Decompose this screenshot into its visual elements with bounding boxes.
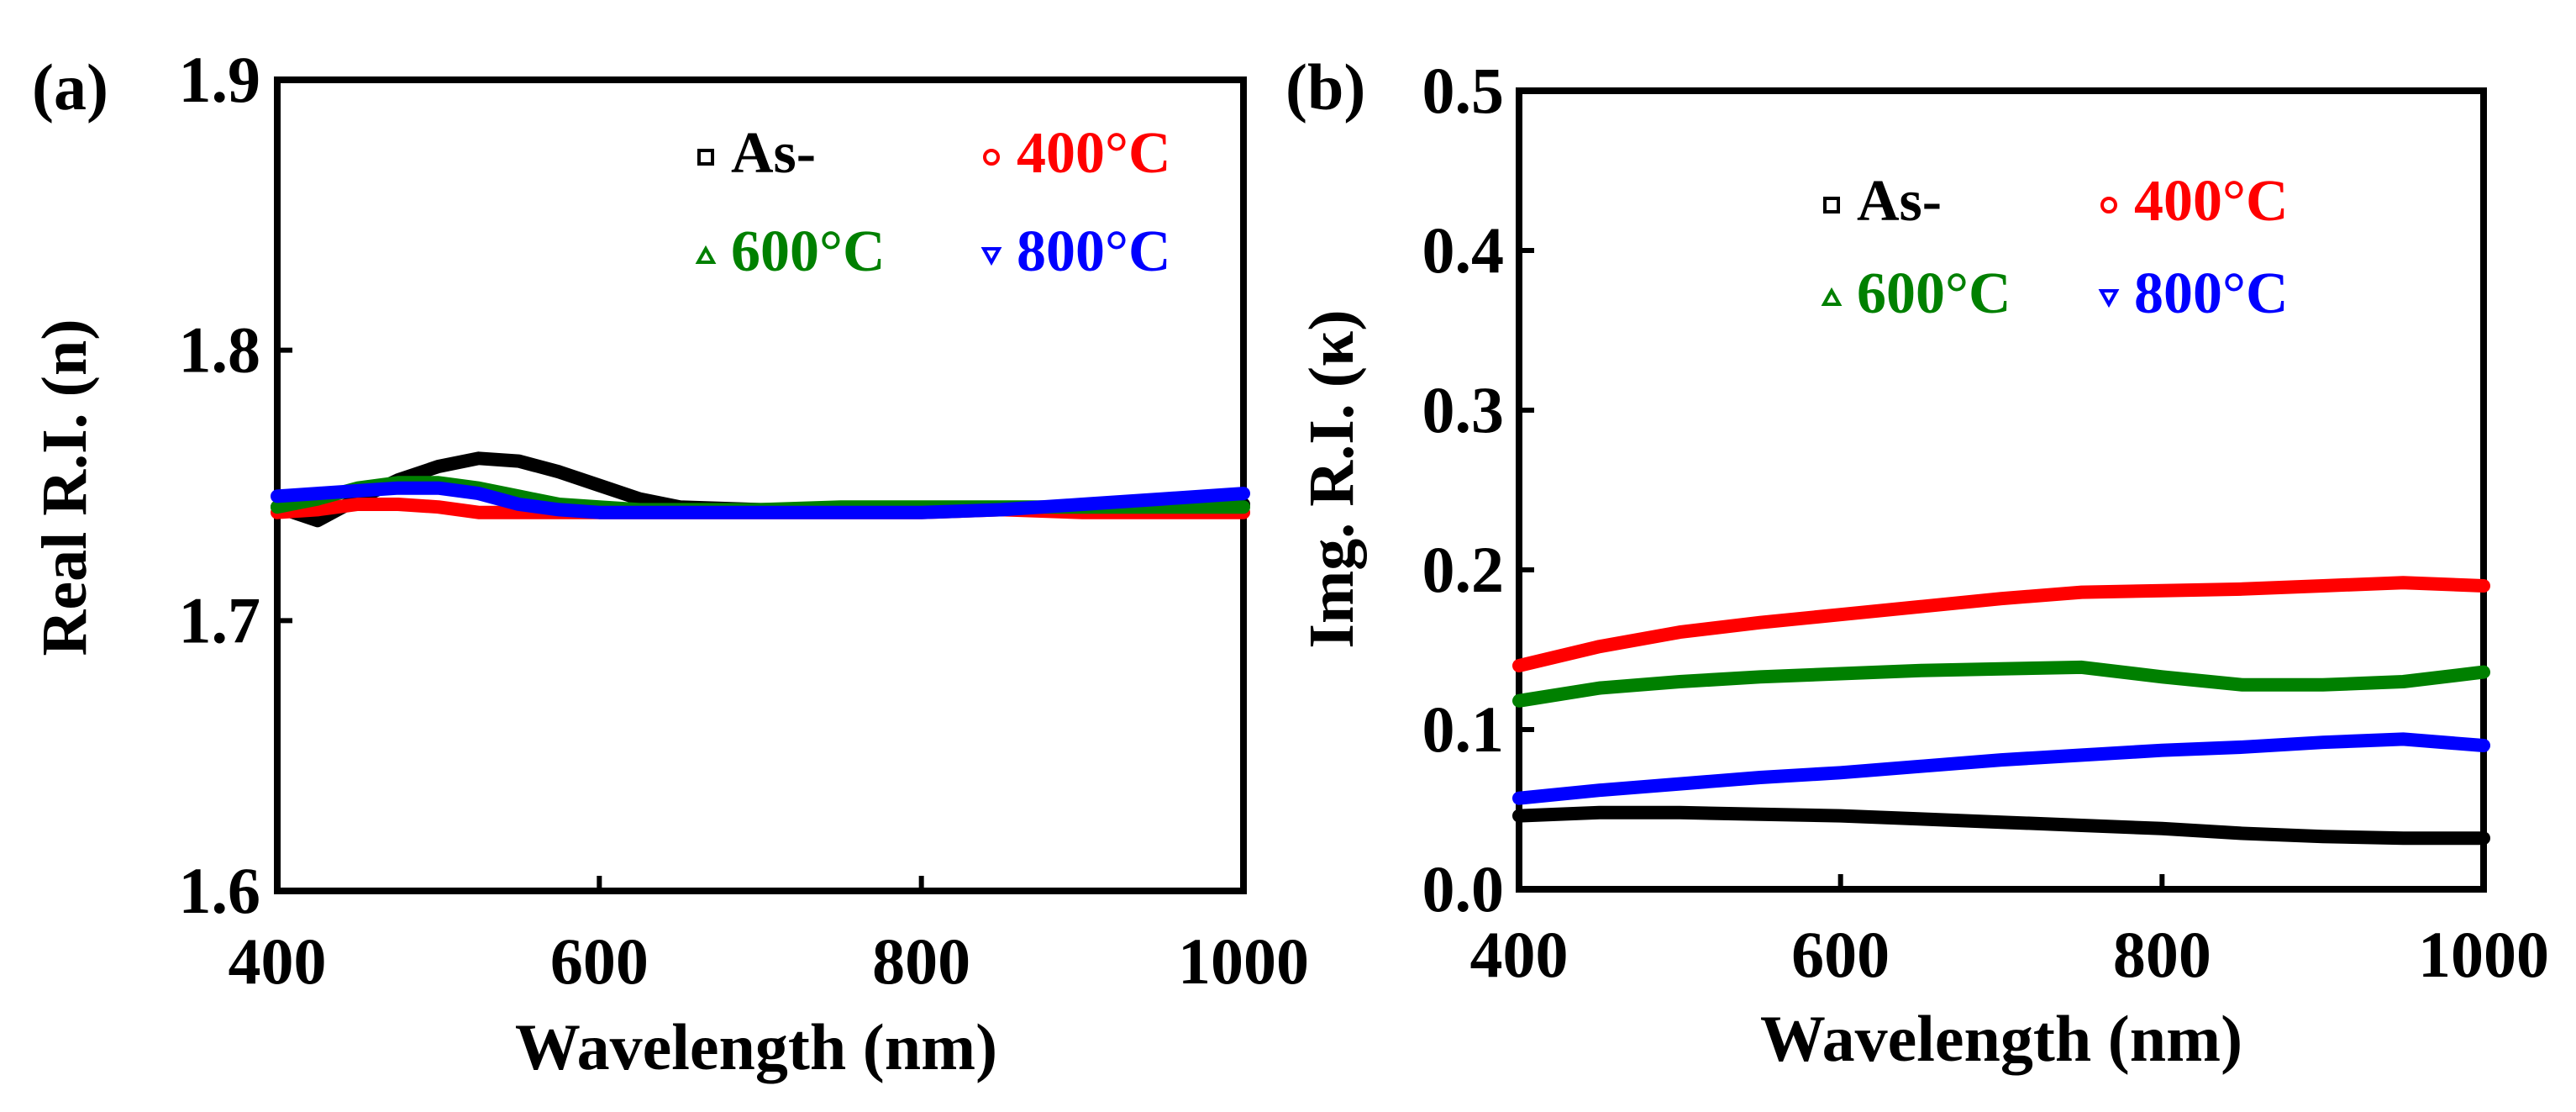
- x-tick-label: 800: [872, 925, 970, 998]
- x-tick-label: 1000: [1178, 925, 1309, 998]
- legend-label-4: 800°C: [1017, 219, 1171, 284]
- legend-marker-3: [1821, 287, 1843, 306]
- y-tick-label: 0.5: [1422, 54, 1505, 127]
- series-line-2: [1512, 576, 2490, 672]
- panel-a-series-layer: [271, 451, 1250, 528]
- panel-a-x-axis-label: Wavelength (nm): [515, 1010, 997, 1083]
- panel-b-x-ticks: 400 600 800 1000: [1470, 874, 2549, 991]
- y-tick-label: 0.3: [1422, 373, 1505, 446]
- panel-a-chart: (a) 400 600 800 1000 1.6 1.7 1.8 1.9 Wavelengt…: [29, 43, 1309, 1083]
- y-tick-label: 1.9: [179, 43, 261, 116]
- legend-marker-4: [980, 247, 1002, 266]
- legend-label-2: 400°C: [2134, 169, 2289, 234]
- legend-label-3: 600°C: [731, 219, 886, 284]
- legend-label-1: As-: [731, 121, 816, 186]
- series-line-1: [1512, 805, 2490, 846]
- legend-marker-3: [695, 245, 717, 264]
- x-tick-label: 400: [1470, 918, 1569, 991]
- panel-a-y-ticks: 1.6 1.7 1.8 1.9: [179, 43, 292, 927]
- legend-marker-1: [1823, 197, 1840, 213]
- x-tick-label: 400: [229, 925, 327, 998]
- panel-b-y-ticks: 0.0 0.1 0.2 0.3 0.4 0.5: [1422, 54, 1534, 925]
- y-tick-label: 0.1: [1422, 693, 1505, 766]
- panel-a-plot-frame: [274, 76, 1247, 894]
- legend-label-4: 800°C: [2134, 261, 2289, 326]
- legend-marker-1: [697, 149, 714, 166]
- x-tick-label: 1000: [2418, 918, 2549, 991]
- panel-b-label: (b): [1285, 50, 1365, 124]
- panel-b-chart: (b) 400 600 800 1000 0.0 0.1 0.2 0.3 0.4 0.5 Wav…: [1285, 50, 2549, 1075]
- series-line-4: [271, 481, 1250, 519]
- panel-a-y-axis-label: Real R.I. (n): [29, 319, 100, 656]
- y-tick-label: 0.2: [1422, 533, 1505, 606]
- panel-a-legend: As- 400°C 600°C 800°C: [695, 121, 1171, 284]
- panel-b-x-axis-label: Wavelength (nm): [1760, 1002, 2242, 1075]
- legend-label-2: 400°C: [1017, 121, 1171, 186]
- y-tick-label: 1.7: [179, 583, 261, 656]
- x-tick-label: 600: [1791, 918, 1890, 991]
- panel-a-label: (a): [32, 50, 108, 124]
- y-tick-label: 1.8: [179, 314, 261, 387]
- series-line-4: [1512, 732, 2490, 805]
- panel-b-plot-frame: [1516, 87, 2487, 893]
- series-line-3: [1512, 660, 2490, 708]
- panel-b-legend: As- 400°C 600°C 800°C: [1821, 169, 2289, 326]
- panel-b-series-layer: [1512, 576, 2490, 846]
- panel-b-y-axis-label: Img. R.I. (κ): [1296, 309, 1367, 648]
- y-tick-label: 0.4: [1422, 213, 1505, 287]
- legend-label-1: As-: [1857, 169, 1942, 234]
- legend-marker-2: [983, 149, 1000, 166]
- x-tick-label: 600: [550, 925, 649, 998]
- x-tick-label: 800: [2113, 918, 2211, 991]
- y-tick-label: 0.0: [1422, 852, 1505, 925]
- legend-marker-4: [2098, 289, 2120, 308]
- panel-a-x-ticks: 400 600 800 1000: [229, 876, 1309, 998]
- legend-label-3: 600°C: [1857, 261, 2011, 326]
- y-tick-label: 1.6: [179, 854, 261, 927]
- legend-marker-2: [2100, 197, 2117, 213]
